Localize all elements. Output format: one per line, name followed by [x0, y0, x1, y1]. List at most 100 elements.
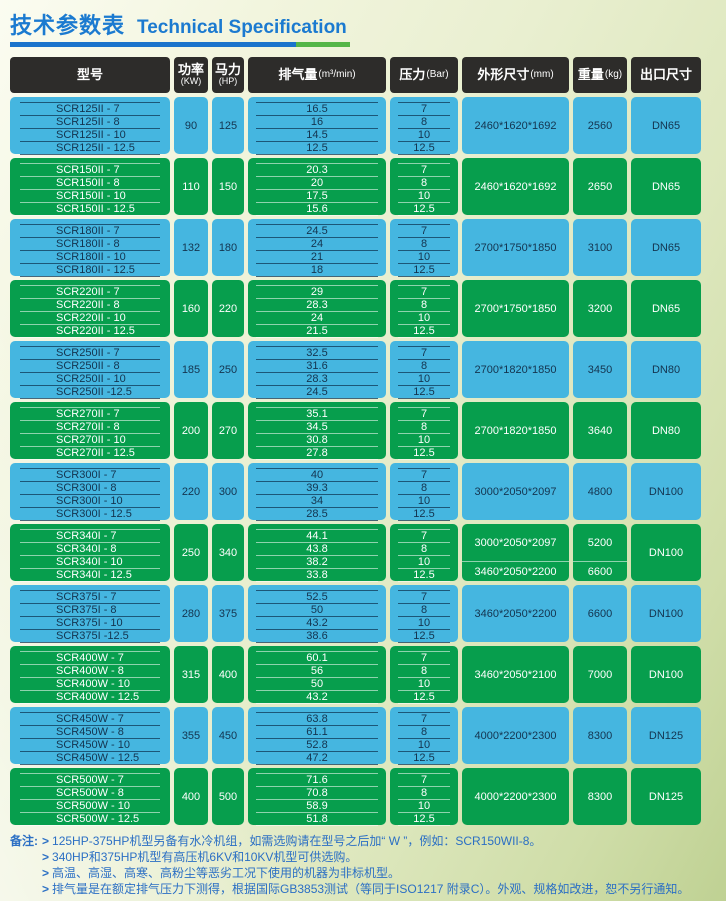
dimensions: 2700*1750*1850 — [462, 219, 569, 276]
model-value: SCR150II - 12.5 — [20, 203, 160, 216]
displacement-value: 24 — [256, 312, 378, 325]
dimensions-value: 3460*2050*2200 — [462, 561, 569, 581]
displacement-list: 63.8 61.1 52.8 47.2 — [256, 711, 378, 765]
pressure-value: 8 — [398, 360, 450, 373]
power-value: 185 — [174, 341, 208, 398]
pressure-value: 12.5 — [398, 630, 450, 643]
displacement-list: 52.5 50 43.2 38.6 — [256, 589, 378, 643]
displacement-value: 28.5 — [256, 508, 378, 521]
displacement-value: 34 — [256, 495, 378, 508]
col-header-hp-label: 马力 — [214, 62, 241, 78]
pressure-list: 7 8 10 12.5 — [398, 284, 450, 338]
weight: 2560 — [573, 97, 627, 154]
displacement-list: 20.3 20 17.5 15.6 — [256, 162, 378, 216]
table-header-row: 型号 功率 (KW) 马力 (HP) 排气量 (m³/min) 压力 (Bar) 外形尺… — [10, 57, 701, 93]
pressure: 7 8 10 12.5 — [390, 97, 458, 155]
model-value: SCR250II - 10 — [20, 373, 160, 386]
displacement-value: 14.5 — [256, 129, 378, 142]
hp-value: 300 — [212, 463, 244, 520]
notes-list: >125HP-375HP机型另备有水冷机组，如需选购请在型号之后加“ W ”，例… — [42, 833, 722, 897]
page-title-en: Technical Specification — [137, 17, 347, 38]
displacement-value: 24.5 — [256, 225, 378, 238]
model-list: SCR340I - 7 SCR340I - 8 SCR340I - 10 SCR340… — [20, 528, 160, 582]
table-body: SCR125II - 7 SCR125II - 8 SCR125II - 10 SCR… — [10, 97, 701, 826]
pressure-list: 7 8 10 12.5 — [398, 467, 450, 521]
model-value: SCR500W - 10 — [20, 800, 160, 813]
model-value: SCR270II - 8 — [20, 421, 160, 434]
displacement-list: 24.5 24 21 18 — [256, 223, 378, 277]
pressure-value: 10 — [398, 800, 450, 813]
pressure-list: 7 8 10 12.5 — [398, 650, 450, 704]
model-value: SCR220II - 10 — [20, 312, 160, 325]
weight: 3100 — [573, 219, 627, 276]
pressure: 7 8 10 12.5 — [390, 219, 458, 277]
displacement-value: 40 — [256, 469, 378, 482]
model-value: SCR180II - 10 — [20, 251, 160, 264]
model-value: SCR450W - 10 — [20, 739, 160, 752]
hp-value: 270 — [212, 402, 244, 459]
col-header-displacement-label: 排气量 — [278, 67, 318, 83]
model-value: SCR300I - 12.5 — [20, 508, 160, 521]
outlet-value: DN100 — [631, 585, 701, 642]
power-value: 110 — [174, 158, 208, 215]
model-value: SCR180II - 12.5 — [20, 264, 160, 277]
dimensions: 4000*2200*2300 — [462, 768, 569, 825]
pressure-value: 10 — [398, 556, 450, 569]
pressure-value: 7 — [398, 591, 450, 604]
underline-green-bar — [296, 42, 350, 47]
pressure-value: 12.5 — [398, 203, 450, 216]
model-value: SCR125II - 8 — [20, 116, 160, 129]
pressure-value: 7 — [398, 652, 450, 665]
model-value: SCR400W - 8 — [20, 665, 160, 678]
col-header-dimensions: 外形尺寸 (mm) — [462, 57, 569, 93]
weight: 6600 — [573, 585, 627, 642]
pressure: 7 8 10 12.5 — [390, 402, 458, 460]
displacement-value: 34.5 — [256, 421, 378, 434]
model-list: SCR180II - 7 SCR180II - 8 SCR180II - 10 SCR… — [20, 223, 160, 277]
table-row-group: SCR375I - 7 SCR375I - 8 SCR375I - 10 SCR375… — [10, 585, 701, 643]
model-list: SCR375I - 7 SCR375I - 8 SCR375I - 10 SCR375… — [20, 589, 160, 643]
pressure: 7 8 10 12.5 — [390, 524, 458, 582]
model-list: SCR450W - 7 SCR450W - 8 SCR450W - 10 SCR450… — [20, 711, 160, 765]
dimensions: 3000*2050*2097 — [462, 463, 569, 520]
model-list: SCR300I - 7 SCR300I - 8 SCR300I - 10 SCR300… — [20, 467, 160, 521]
pressure-value: 10 — [398, 617, 450, 630]
pressure-value: 7 — [398, 164, 450, 177]
model: SCR500W - 7 SCR500W - 8 SCR500W - 10 SCR500… — [10, 768, 170, 826]
displacement-list: 44.1 43.8 38.2 33.8 — [256, 528, 378, 582]
pressure-value: 10 — [398, 495, 450, 508]
weight: 8300 — [573, 707, 627, 764]
col-header-dimensions-label: 外形尺寸 — [477, 67, 530, 83]
table-row-group: SCR400W - 7 SCR400W - 8 SCR400W - 10 SCR400… — [10, 646, 701, 704]
pressure-value: 12.5 — [398, 813, 450, 826]
pressure: 7 8 10 12.5 — [390, 463, 458, 521]
model: SCR300I - 7 SCR300I - 8 SCR300I - 10 SCR300… — [10, 463, 170, 521]
pressure: 7 8 10 12.5 — [390, 280, 458, 338]
pressure-value: 7 — [398, 347, 450, 360]
pressure-value: 10 — [398, 739, 450, 752]
model: SCR250II - 7 SCR250II - 8 SCR250II - 10 SCR… — [10, 341, 170, 399]
displacement-value: 47.2 — [256, 752, 378, 765]
dimensions: 3460*2050*2100 — [462, 646, 569, 703]
weight: 5200 6600 — [573, 524, 627, 581]
table-row-group: SCR180II - 7 SCR180II - 8 SCR180II - 10 SCR… — [10, 219, 701, 277]
model-value: SCR400W - 10 — [20, 678, 160, 691]
notes-prefix: 备注: — [10, 834, 38, 848]
pressure-value: 10 — [398, 251, 450, 264]
displacement-value: 24 — [256, 238, 378, 251]
spec-table: 型号 功率 (KW) 马力 (HP) 排气量 (m³/min) 压力 (Bar) 外形尺… — [10, 57, 701, 826]
displacement-value: 12.5 — [256, 142, 378, 155]
pressure-list: 7 8 10 12.5 — [398, 711, 450, 765]
displacement-list: 32.5 31.6 28.3 24.5 — [256, 345, 378, 399]
model: SCR150II - 7 SCR150II - 8 SCR150II - 10 SCR… — [10, 158, 170, 216]
pressure-value: 7 — [398, 225, 450, 238]
model-value: SCR500W - 12.5 — [20, 813, 160, 826]
col-header-displacement: 排气量 (m³/min) — [248, 57, 386, 93]
outlet-value: DN65 — [631, 280, 701, 337]
col-header-dimensions-unit: (mm) — [530, 68, 554, 80]
displacement-value: 70.8 — [256, 787, 378, 800]
weight: 3200 — [573, 280, 627, 337]
col-header-hp: 马力 (HP) — [212, 57, 244, 93]
displacement-value: 17.5 — [256, 190, 378, 203]
